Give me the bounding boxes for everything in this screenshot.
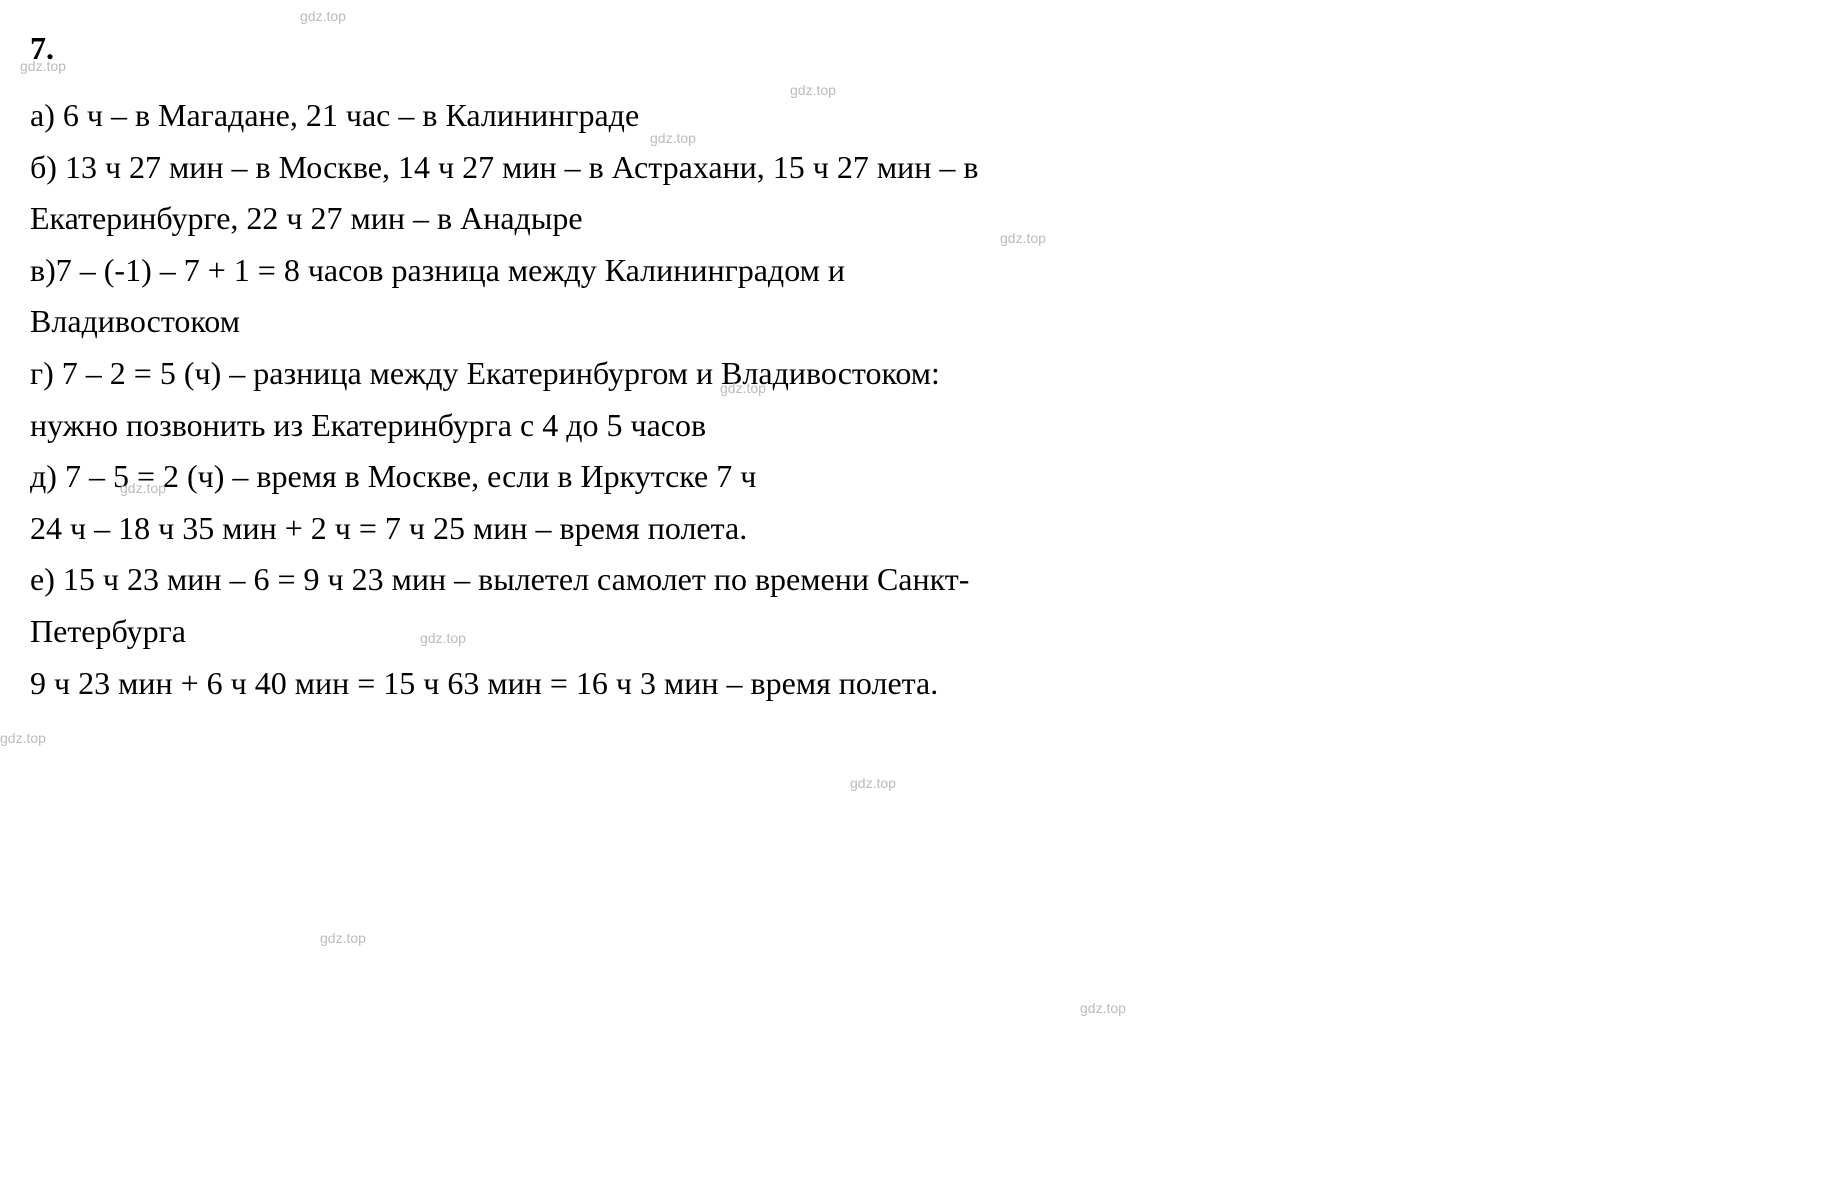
watermark: gdz.top	[0, 730, 46, 746]
answer-line-e-1: е) 15 ч 23 мин – 6 = 9 ч 23 мин – вылете…	[30, 555, 1814, 605]
answer-line-d-1: д) 7 – 5 = 2 (ч) – время в Москве, если …	[30, 452, 1814, 502]
answer-line-d-2: 24 ч – 18 ч 35 мин + 2 ч = 7 ч 25 мин – …	[30, 504, 1814, 554]
answer-line-e-2: Петербурга	[30, 607, 1814, 657]
answer-line-b-2: Екатеринбурге, 22 ч 27 мин – в Анадыре	[30, 194, 1814, 244]
watermark: gdz.top	[850, 775, 896, 791]
answer-line-a: а) 6 ч – в Магадане, 21 час – в Калининг…	[30, 91, 1814, 141]
answer-line-g-2: нужно позвонить из Екатеринбурга с 4 до …	[30, 401, 1814, 451]
problem-number: 7.	[30, 30, 1814, 67]
answer-line-v-2: Владивостоком	[30, 297, 1814, 347]
answer-line-v-1: в)7 – (-1) – 7 + 1 = 8 часов разница меж…	[30, 246, 1814, 296]
watermark: gdz.top	[300, 8, 346, 24]
answer-line-e-3: 9 ч 23 мин + 6 ч 40 мин = 15 ч 63 мин = …	[30, 659, 1814, 709]
watermark: gdz.top	[320, 930, 366, 946]
answer-line-g-1: г) 7 – 2 = 5 (ч) – разница между Екатери…	[30, 349, 1814, 399]
watermark: gdz.top	[1080, 1000, 1126, 1016]
answer-line-b-1: б) 13 ч 27 мин – в Москве, 14 ч 27 мин –…	[30, 143, 1814, 193]
